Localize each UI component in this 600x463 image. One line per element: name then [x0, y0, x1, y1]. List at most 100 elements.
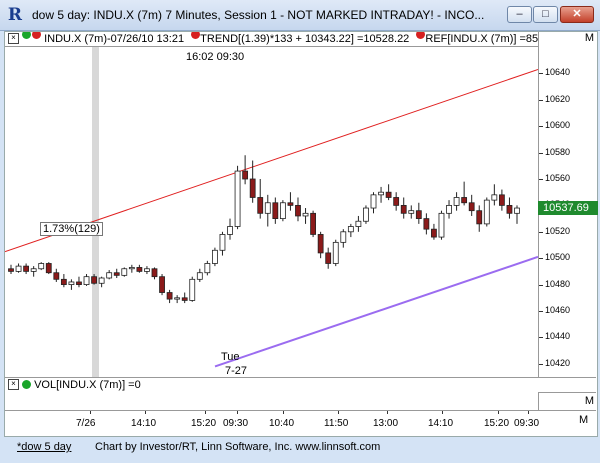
candle[interactable]: [8, 268, 14, 272]
candle[interactable]: [461, 197, 468, 204]
candle[interactable]: [83, 276, 90, 285]
candle[interactable]: [438, 212, 445, 238]
time-axis-menu[interactable]: M: [579, 414, 589, 426]
candle[interactable]: [363, 207, 369, 222]
volume-pane[interactable]: [5, 392, 538, 410]
price-legend: × INDU.X (7m)-07/26/10 13:21 TREND[(1.39…: [5, 32, 538, 47]
candle[interactable]: [166, 292, 173, 300]
minimize-button[interactable]: –: [507, 6, 532, 23]
x-tick-label: 14:10: [131, 418, 157, 429]
volume-legend: × VOL[INDU.X (7m)] =0: [5, 377, 596, 393]
candle[interactable]: [204, 263, 211, 274]
candle[interactable]: [174, 297, 181, 300]
candle[interactable]: [317, 234, 324, 254]
candle[interactable]: [491, 194, 498, 201]
candle[interactable]: [234, 170, 241, 227]
volume-status-icon: [22, 379, 31, 389]
candle[interactable]: [15, 265, 22, 272]
candle[interactable]: [287, 202, 294, 206]
close-pane-icon[interactable]: ×: [8, 33, 19, 44]
candle[interactable]: [332, 241, 339, 264]
candle[interactable]: [514, 207, 520, 214]
candle[interactable]: [295, 204, 301, 217]
time-axis[interactable]: 7/26 14:10 15:20 09:30 10:40 11:50 13:00 14:10 1…: [5, 410, 596, 436]
legend-trend[interactable]: TREND[(1.39)*133 + 10343.22] =10528.22: [200, 33, 410, 45]
candle[interactable]: [279, 202, 286, 219]
chart-tab[interactable]: *dow 5 day: [17, 441, 72, 453]
candle[interactable]: [60, 278, 67, 286]
volume-label[interactable]: VOL[INDU.X (7m)] =0: [34, 379, 141, 391]
candle[interactable]: [423, 218, 430, 230]
candle[interactable]: [483, 199, 490, 225]
candle[interactable]: [393, 197, 400, 206]
candle[interactable]: [68, 281, 75, 286]
x-tick: [498, 411, 499, 414]
candle[interactable]: [212, 249, 218, 264]
upper-trend-line[interactable]: [5, 68, 538, 253]
candle[interactable]: [468, 202, 475, 212]
candle[interactable]: [106, 272, 113, 279]
x-tick: [338, 411, 339, 414]
legend-symbol[interactable]: INDU.X (7m): [44, 33, 108, 45]
candle[interactable]: [227, 226, 233, 235]
candle[interactable]: [23, 265, 30, 272]
candle[interactable]: [181, 297, 188, 301]
top-time-label: 16:02 09:30: [186, 51, 244, 63]
close-button[interactable]: ✕: [560, 6, 594, 23]
candle[interactable]: [189, 278, 196, 301]
close-volume-pane-icon[interactable]: ×: [8, 379, 19, 390]
candle[interactable]: [113, 272, 120, 276]
candle[interactable]: [302, 212, 309, 217]
candle[interactable]: [151, 268, 158, 278]
candle[interactable]: [340, 231, 347, 243]
candle[interactable]: [98, 277, 105, 284]
candle[interactable]: [408, 210, 415, 214]
candle[interactable]: [347, 226, 354, 233]
candle[interactable]: [38, 263, 45, 270]
candle[interactable]: [378, 191, 384, 196]
candle[interactable]: [159, 276, 165, 293]
candle[interactable]: [498, 194, 505, 206]
legend-ref[interactable]: REF[INDU.X (7m)] =8583.2: [425, 33, 538, 45]
candle[interactable]: [121, 268, 128, 276]
candle[interactable]: [30, 268, 37, 272]
y-tick: [539, 231, 543, 233]
volume-axis[interactable]: M: [538, 392, 597, 410]
y-tick: [539, 99, 543, 101]
candle[interactable]: [136, 267, 143, 272]
candle[interactable]: [196, 272, 203, 280]
price-axis-menu[interactable]: M: [584, 32, 594, 44]
candle[interactable]: [76, 281, 82, 286]
green-status-icon: [22, 32, 31, 39]
y-tick: [539, 126, 543, 128]
candle[interactable]: [128, 267, 135, 270]
candle[interactable]: [219, 234, 226, 251]
candle[interactable]: [385, 191, 392, 198]
y-tick: [539, 363, 543, 365]
candle[interactable]: [355, 220, 362, 227]
candle[interactable]: [370, 194, 377, 209]
candle[interactable]: [53, 272, 60, 280]
candle[interactable]: [45, 263, 52, 274]
price-chart[interactable]: 16:02 09:30 Tue 7-27: [5, 47, 538, 377]
candle[interactable]: [91, 276, 97, 284]
candle[interactable]: [506, 204, 513, 214]
lower-trend-line[interactable]: [214, 255, 538, 368]
candle[interactable]: [431, 228, 437, 238]
candle[interactable]: [264, 202, 271, 214]
percent-change-label[interactable]: 1.73%(129): [40, 222, 103, 236]
candle[interactable]: [415, 210, 422, 219]
candle[interactable]: [249, 178, 256, 198]
candle[interactable]: [144, 268, 150, 272]
maximize-button[interactable]: □: [533, 6, 558, 23]
candle[interactable]: [400, 204, 407, 214]
candle[interactable]: [476, 210, 483, 225]
candle[interactable]: [310, 212, 316, 235]
candle[interactable]: [453, 197, 460, 206]
candle[interactable]: [325, 252, 332, 264]
candle[interactable]: [272, 202, 279, 219]
candle[interactable]: [257, 197, 264, 214]
candle[interactable]: [242, 170, 249, 180]
candle[interactable]: [446, 204, 452, 214]
volume-axis-menu[interactable]: M: [584, 395, 594, 407]
